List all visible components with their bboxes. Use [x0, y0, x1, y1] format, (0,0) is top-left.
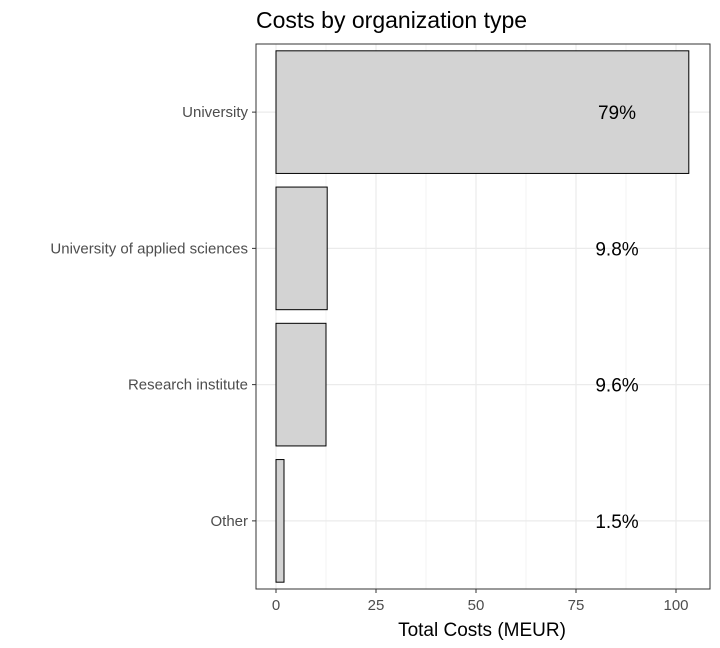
data-labels: 79% 9.8% 9.6% 1.5% — [595, 103, 638, 533]
data-label: 9.6% — [595, 376, 638, 397]
x-tick-label: 25 — [368, 597, 385, 614]
y-tick-label: University — [182, 104, 248, 121]
bars — [275, 50, 690, 583]
x-axis: 0 25 50 75 100 — [272, 589, 689, 614]
bar — [275, 459, 285, 583]
bar — [275, 186, 328, 311]
y-axis: University University of applied sciences… — [50, 104, 256, 530]
x-tick-label: 100 — [663, 597, 688, 614]
data-label: 9.8% — [595, 239, 638, 260]
x-axis-title: Total Costs (MEUR) — [398, 620, 566, 641]
y-tick-label: Research institute — [128, 377, 248, 394]
x-tick-label: 50 — [468, 597, 485, 614]
x-tick-label: 75 — [568, 597, 585, 614]
bar — [275, 50, 690, 174]
y-tick-label: Other — [210, 513, 248, 530]
x-tick-label: 0 — [272, 597, 280, 614]
data-label: 1.5% — [595, 512, 638, 533]
bar — [275, 322, 327, 447]
chart-title: Costs by organization type — [256, 7, 527, 33]
data-label: 79% — [598, 103, 636, 124]
panel-border — [255, 43, 711, 590]
y-tick-label: University of applied sciences — [50, 240, 248, 257]
